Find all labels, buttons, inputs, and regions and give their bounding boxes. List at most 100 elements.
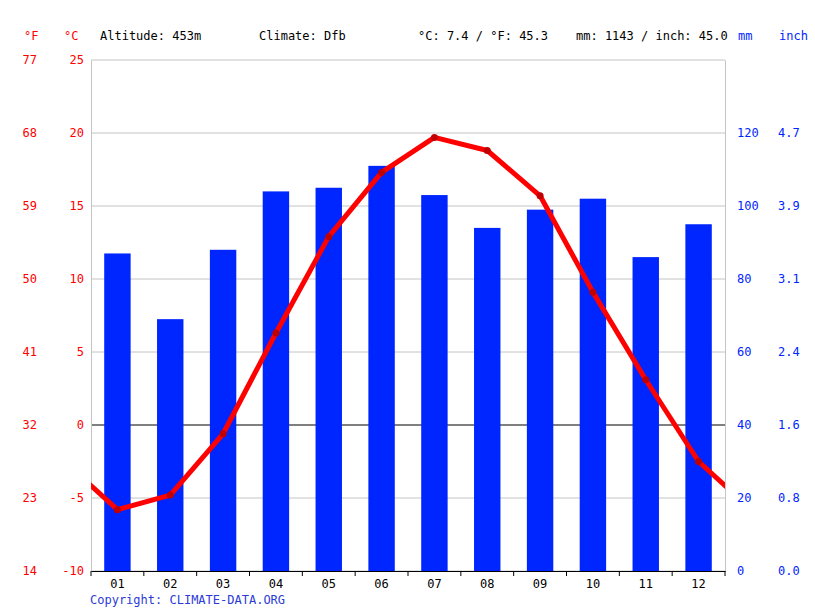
tick: 0 bbox=[77, 418, 91, 432]
grid-line bbox=[91, 60, 725, 61]
tick: 4.7 bbox=[725, 126, 800, 140]
tick-label: 59 bbox=[23, 199, 37, 213]
tick-label: 0 bbox=[77, 418, 84, 432]
tick: 15 bbox=[70, 199, 91, 213]
x-separator bbox=[460, 571, 461, 576]
tick-label: 02 bbox=[163, 577, 177, 591]
tick: 23 bbox=[23, 491, 91, 505]
tick: 06 bbox=[374, 571, 388, 591]
tick-label: 4.7 bbox=[778, 126, 800, 140]
copyright: Copyright: CLIMATE-DATA.ORG bbox=[90, 593, 285, 607]
bar bbox=[316, 188, 342, 571]
tick: 59 bbox=[23, 199, 91, 213]
axis-unit: °F bbox=[24, 29, 38, 43]
x-separator bbox=[408, 571, 409, 576]
tick-label: 12 bbox=[691, 577, 705, 591]
marker bbox=[589, 289, 596, 296]
tick: 20 bbox=[70, 126, 91, 140]
tick: 02 bbox=[163, 571, 177, 591]
axis-unit: mm bbox=[738, 29, 752, 43]
bar bbox=[263, 191, 289, 571]
bar bbox=[210, 250, 236, 571]
y2-axis: 020406080100120 bbox=[725, 61, 759, 579]
tick-label: 68 bbox=[23, 126, 37, 140]
tick-label: 04 bbox=[269, 577, 283, 591]
bar bbox=[633, 257, 659, 571]
tick: 12 bbox=[691, 571, 705, 591]
tick: 10 bbox=[70, 272, 91, 286]
grid-line bbox=[91, 279, 725, 280]
tick: 11 bbox=[639, 571, 653, 591]
zero-line bbox=[91, 425, 725, 426]
marker bbox=[325, 233, 332, 240]
tick-label: 3.9 bbox=[778, 199, 800, 213]
tick-label: 05 bbox=[322, 577, 336, 591]
tick: 80 bbox=[725, 272, 751, 286]
marker bbox=[220, 430, 227, 437]
tick: 100 bbox=[725, 199, 759, 213]
tick-label: 120 bbox=[737, 126, 759, 140]
tick: 32 bbox=[23, 418, 91, 432]
tick-label: 1.6 bbox=[778, 418, 800, 432]
tick-label: 0.0 bbox=[778, 564, 800, 578]
header-info: °C: 7.4 / °F: 45.3 bbox=[418, 29, 548, 43]
grid-line bbox=[91, 133, 725, 134]
tick-label: 5 bbox=[77, 345, 84, 359]
tick-label: 40 bbox=[737, 418, 751, 432]
tick-label: 100 bbox=[737, 199, 759, 213]
header-info: Altitude: 453m bbox=[100, 29, 201, 43]
tick-label: 11 bbox=[639, 577, 653, 591]
tick: 41 bbox=[23, 345, 91, 359]
tick: 5 bbox=[77, 345, 91, 359]
marker bbox=[378, 169, 385, 176]
bar bbox=[421, 195, 447, 571]
tick-label: 09 bbox=[533, 577, 547, 591]
x-separator bbox=[196, 571, 197, 576]
tick: 50 bbox=[23, 272, 91, 286]
marker bbox=[167, 492, 174, 499]
tick: 0.0 bbox=[725, 564, 800, 578]
y3-axis: 1423324150596877 bbox=[23, 53, 92, 578]
tick-label: 0 bbox=[737, 564, 744, 578]
tick-label: 77 bbox=[23, 53, 37, 67]
grid-line bbox=[91, 206, 725, 207]
tick-label: -5 bbox=[70, 491, 84, 505]
tick: 120 bbox=[725, 126, 759, 140]
x-separator bbox=[143, 571, 144, 576]
tick-label: 10 bbox=[586, 577, 600, 591]
tick: 3.9 bbox=[725, 199, 800, 213]
tick: 40 bbox=[725, 418, 751, 432]
line-wrap bbox=[91, 462, 117, 510]
x-separator bbox=[725, 571, 726, 576]
bar bbox=[527, 210, 553, 571]
tick-label: 01 bbox=[110, 577, 124, 591]
tick: 07 bbox=[427, 571, 441, 591]
tick: 08 bbox=[480, 571, 494, 591]
tick-label: -10 bbox=[62, 564, 84, 578]
axis-line bbox=[91, 61, 92, 572]
marker bbox=[695, 458, 702, 465]
header-info: mm: 1143 / inch: 45.0 bbox=[576, 29, 728, 43]
tick: 77 bbox=[23, 53, 91, 67]
tick-label: 32 bbox=[23, 418, 37, 432]
marker bbox=[642, 376, 649, 383]
x-separator bbox=[566, 571, 567, 576]
axis-unit: °C bbox=[64, 29, 78, 43]
tick: 68 bbox=[23, 126, 91, 140]
tick: 2.4 bbox=[725, 345, 800, 359]
axis-line bbox=[91, 61, 92, 572]
tick: 1.6 bbox=[725, 418, 800, 432]
tick-label: 23 bbox=[23, 491, 37, 505]
tick: 25 bbox=[70, 53, 91, 67]
x-separator bbox=[302, 571, 303, 576]
tick: -10 bbox=[62, 564, 91, 578]
axis-unit: inch bbox=[779, 29, 808, 43]
bar bbox=[474, 228, 500, 571]
x-separators bbox=[91, 571, 725, 576]
plot-area bbox=[91, 134, 725, 571]
tick: 3.1 bbox=[725, 272, 800, 286]
tick: 01 bbox=[110, 571, 124, 591]
tick-label: 41 bbox=[23, 345, 37, 359]
tick-label: 20 bbox=[737, 491, 751, 505]
tick: 20 bbox=[725, 491, 751, 505]
